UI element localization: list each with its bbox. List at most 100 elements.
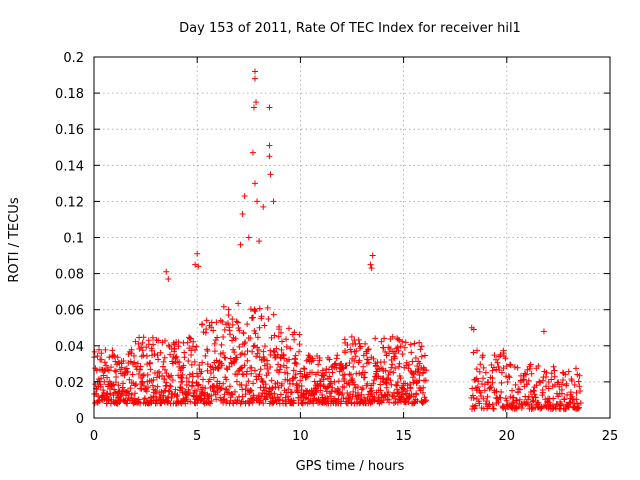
data-point (172, 386, 179, 393)
data-point (350, 363, 357, 370)
data-point (381, 335, 388, 342)
data-point (214, 334, 221, 341)
data-point (127, 385, 134, 392)
data-point (178, 375, 185, 382)
data-point (160, 363, 167, 370)
data-point (124, 368, 131, 375)
data-point (388, 364, 395, 371)
data-point (304, 373, 311, 380)
data-point (239, 211, 246, 218)
data-point (394, 379, 401, 386)
data-point (252, 308, 259, 315)
data-point (490, 405, 497, 412)
data-point (255, 346, 262, 353)
data-point (536, 378, 543, 385)
data-point (104, 374, 111, 381)
data-point (495, 399, 502, 406)
data-point (220, 303, 227, 310)
data-point (250, 104, 257, 111)
data-point (509, 387, 516, 394)
data-point (402, 339, 409, 346)
data-point (273, 345, 280, 352)
data-point (183, 375, 190, 382)
data-point (387, 377, 394, 384)
data-point (234, 397, 241, 404)
data-point (280, 352, 287, 359)
data-point (521, 370, 528, 377)
data-point (229, 337, 236, 344)
data-point (111, 367, 118, 374)
data-point (482, 369, 489, 376)
data-point (576, 383, 583, 390)
data-point (268, 377, 275, 384)
data-point (397, 343, 404, 350)
data-point (488, 383, 495, 390)
data-point (407, 341, 414, 348)
data-point (497, 394, 504, 401)
data-point (368, 387, 375, 394)
data-point (233, 354, 240, 361)
y-tick-label: 0.12 (55, 195, 84, 210)
data-point (160, 392, 167, 399)
data-point (480, 395, 487, 402)
data-point (276, 366, 283, 373)
data-point (368, 265, 375, 272)
data-point (151, 350, 158, 357)
data-point (525, 377, 532, 384)
data-point (260, 203, 267, 210)
data-point (220, 396, 227, 403)
data-point (257, 384, 264, 391)
data-point (111, 353, 118, 360)
data-point (189, 373, 196, 380)
data-point (473, 366, 480, 373)
data-point (223, 376, 230, 383)
data-point (241, 351, 248, 358)
data-point (229, 321, 236, 328)
data-point (202, 329, 209, 336)
data-point (213, 396, 220, 403)
data-point (149, 334, 156, 341)
data-point (218, 362, 225, 369)
data-point (244, 357, 251, 364)
data-point (352, 341, 359, 348)
data-point (333, 355, 340, 362)
data-point (220, 380, 227, 387)
data-point (169, 377, 176, 384)
data-point (222, 354, 229, 361)
data-point (243, 382, 250, 389)
data-point (256, 305, 263, 312)
data-point (474, 383, 481, 390)
data-point (568, 377, 575, 384)
data-point (163, 268, 170, 275)
data-point (320, 372, 327, 379)
data-point (383, 379, 390, 386)
data-point (231, 388, 238, 395)
data-point (503, 397, 510, 404)
data-point (131, 359, 138, 366)
data-point (575, 378, 582, 385)
data-point (94, 353, 101, 360)
data-point (195, 381, 202, 388)
data-point (334, 352, 341, 359)
data-point (270, 311, 277, 318)
data-point (349, 393, 356, 400)
data-point (326, 390, 333, 397)
data-point (233, 378, 240, 385)
data-point (419, 370, 426, 377)
data-point (550, 363, 557, 370)
data-point (408, 349, 415, 356)
data-point (344, 341, 351, 348)
x-tick-label: 15 (395, 429, 412, 444)
data-point (154, 370, 161, 377)
data-point (421, 394, 428, 401)
data-point (390, 369, 397, 376)
data-point (198, 368, 205, 375)
data-point (364, 380, 371, 387)
data-point (529, 398, 536, 405)
data-point (262, 384, 269, 391)
data-point (470, 394, 477, 401)
data-point (117, 396, 124, 403)
data-point (472, 402, 479, 409)
data-point (131, 352, 138, 359)
data-point (491, 352, 498, 359)
